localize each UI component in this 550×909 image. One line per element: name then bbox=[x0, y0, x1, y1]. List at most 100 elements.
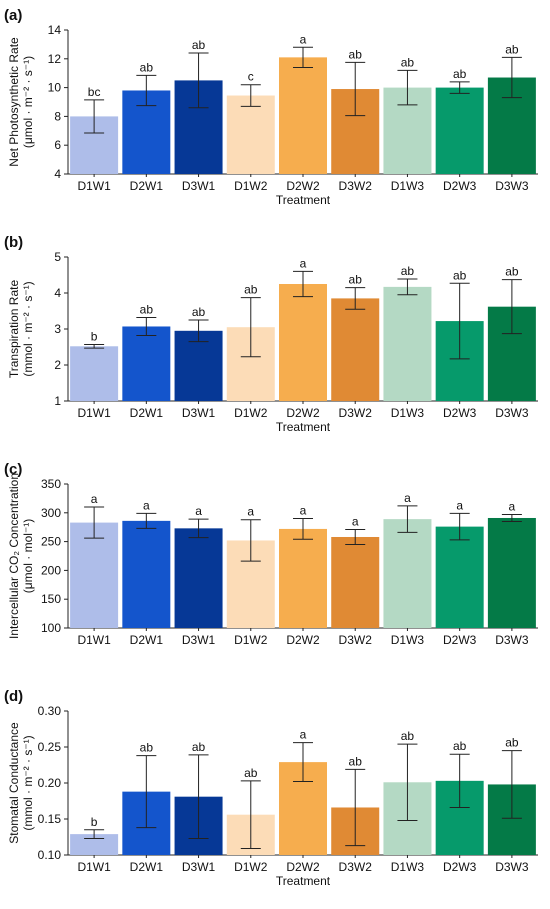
y-axis-title: Stomatal Conductance bbox=[7, 722, 21, 844]
x-tick-label: D1W3 bbox=[391, 633, 425, 647]
y-tick-label: 0.20 bbox=[38, 776, 62, 790]
x-tick-label: D2W1 bbox=[130, 406, 164, 420]
bar-d1w2 bbox=[226, 95, 275, 174]
panel-label: (a) bbox=[4, 7, 22, 24]
x-tick-label: D1W2 bbox=[234, 633, 268, 647]
x-tick-label: D2W3 bbox=[443, 860, 477, 874]
significance-label: b bbox=[91, 815, 98, 829]
bar-d2w2 bbox=[279, 57, 327, 174]
bar-d2w2 bbox=[279, 284, 327, 401]
y-tick-label: 150 bbox=[41, 592, 61, 606]
chart-panel-c: (c) 100 150 200 250 300 350 Intercellular CO₂ C… bbox=[4, 461, 538, 647]
x-axis-title: Treatment bbox=[276, 874, 331, 888]
x-tick-label: D3W1 bbox=[182, 633, 216, 647]
y-axis-unit: (μmol · m⁻² · s⁻¹) bbox=[21, 56, 35, 148]
x-tick-label: D2W1 bbox=[130, 633, 164, 647]
significance-label: b bbox=[91, 329, 98, 343]
y-tick-label: 4 bbox=[54, 286, 61, 300]
x-tick-label: D2W2 bbox=[286, 406, 320, 420]
bar-d1w3 bbox=[383, 519, 432, 628]
x-tick-label: D1W1 bbox=[77, 860, 111, 874]
significance-label: a bbox=[195, 504, 202, 518]
x-tick-label: D3W1 bbox=[182, 179, 216, 193]
x-tick-label: D1W2 bbox=[234, 179, 268, 193]
significance-label: a bbox=[143, 498, 150, 512]
significance-label: bc bbox=[88, 85, 101, 99]
significance-label: a bbox=[300, 504, 307, 518]
y-axis-unit: (μmol · mol⁻¹) bbox=[21, 519, 35, 594]
significance-label: a bbox=[404, 491, 411, 505]
x-tick-label: D1W1 bbox=[77, 179, 111, 193]
significance-label: a bbox=[509, 500, 516, 514]
y-tick-label: 4 bbox=[54, 167, 61, 181]
significance-label: a bbox=[456, 498, 463, 512]
x-axis-title: Treatment bbox=[276, 193, 331, 207]
x-tick-label: D2W2 bbox=[286, 860, 320, 874]
significance-label: a bbox=[300, 728, 307, 742]
x-tick-label: D1W3 bbox=[391, 860, 425, 874]
panel-label: (b) bbox=[4, 234, 23, 251]
x-tick-label: D2W3 bbox=[443, 179, 477, 193]
significance-label: ab bbox=[244, 283, 258, 297]
chart-panel-b: (b) 1 2 3 4 5 Transpiration Rate (mmol · m⁻² · … bbox=[4, 234, 538, 434]
significance-label: a bbox=[300, 32, 307, 46]
y-tick-label: 300 bbox=[41, 506, 61, 520]
significance-label: ab bbox=[192, 38, 206, 52]
significance-label: ab bbox=[192, 305, 206, 319]
significance-label: ab bbox=[140, 741, 154, 755]
significance-label: ab bbox=[401, 729, 415, 743]
significance-label: a bbox=[91, 492, 98, 506]
bar-d2w3 bbox=[435, 526, 484, 628]
bar-d1w1 bbox=[70, 522, 119, 628]
x-tick-label: D3W2 bbox=[339, 406, 373, 420]
y-tick-label: 1 bbox=[54, 394, 61, 408]
significance-label: ab bbox=[505, 42, 519, 56]
significance-label: a bbox=[352, 515, 359, 529]
significance-label: ab bbox=[349, 754, 363, 768]
x-tick-label: D1W2 bbox=[234, 406, 268, 420]
bar-d2w1 bbox=[122, 326, 171, 401]
y-tick-label: 0.25 bbox=[38, 740, 62, 754]
bar-d1w3 bbox=[383, 286, 432, 401]
x-tick-label: D3W2 bbox=[339, 633, 373, 647]
y-tick-label: 12 bbox=[48, 52, 62, 66]
x-tick-label: D3W3 bbox=[495, 860, 529, 874]
y-tick-label: 250 bbox=[41, 535, 61, 549]
y-tick-label: 0.15 bbox=[38, 812, 62, 826]
significance-label: ab bbox=[505, 736, 519, 750]
x-tick-label: D3W3 bbox=[495, 179, 529, 193]
panel-label: (d) bbox=[4, 688, 23, 705]
x-tick-label: D1W1 bbox=[77, 406, 111, 420]
significance-label: ab bbox=[349, 273, 363, 287]
y-axis-title: Transpiration Rate bbox=[7, 280, 21, 379]
y-tick-label: 0.30 bbox=[38, 704, 62, 718]
y-axis-title: Intercellular CO₂ Concentration bbox=[7, 473, 21, 639]
significance-label: a bbox=[300, 256, 307, 270]
x-tick-label: D1W3 bbox=[391, 179, 425, 193]
x-tick-label: D2W2 bbox=[286, 179, 320, 193]
significance-label: ab bbox=[401, 55, 415, 69]
x-tick-label: D1W2 bbox=[234, 860, 268, 874]
y-tick-label: 200 bbox=[41, 563, 61, 577]
significance-label: ab bbox=[140, 60, 154, 74]
x-tick-label: D3W1 bbox=[182, 860, 216, 874]
bar-d3w2 bbox=[331, 536, 380, 628]
y-tick-label: 6 bbox=[54, 138, 61, 152]
significance-label: ab bbox=[505, 265, 519, 279]
bar-d1w1 bbox=[70, 834, 119, 855]
x-tick-label: D2W1 bbox=[130, 860, 164, 874]
x-tick-label: D2W1 bbox=[130, 179, 164, 193]
y-tick-label: 10 bbox=[48, 81, 62, 95]
x-tick-label: D1W3 bbox=[391, 406, 425, 420]
x-tick-label: D1W1 bbox=[77, 633, 111, 647]
x-tick-label: D3W2 bbox=[339, 179, 373, 193]
y-tick-label: 3 bbox=[54, 322, 61, 336]
y-tick-label: 5 bbox=[54, 250, 61, 264]
bar-d3w1 bbox=[174, 528, 223, 628]
significance-label: ab bbox=[453, 739, 467, 753]
significance-label: ab bbox=[244, 766, 258, 780]
bar-d3w1 bbox=[174, 330, 223, 401]
significance-label: ab bbox=[401, 264, 415, 278]
bar-d2w1 bbox=[122, 520, 171, 628]
